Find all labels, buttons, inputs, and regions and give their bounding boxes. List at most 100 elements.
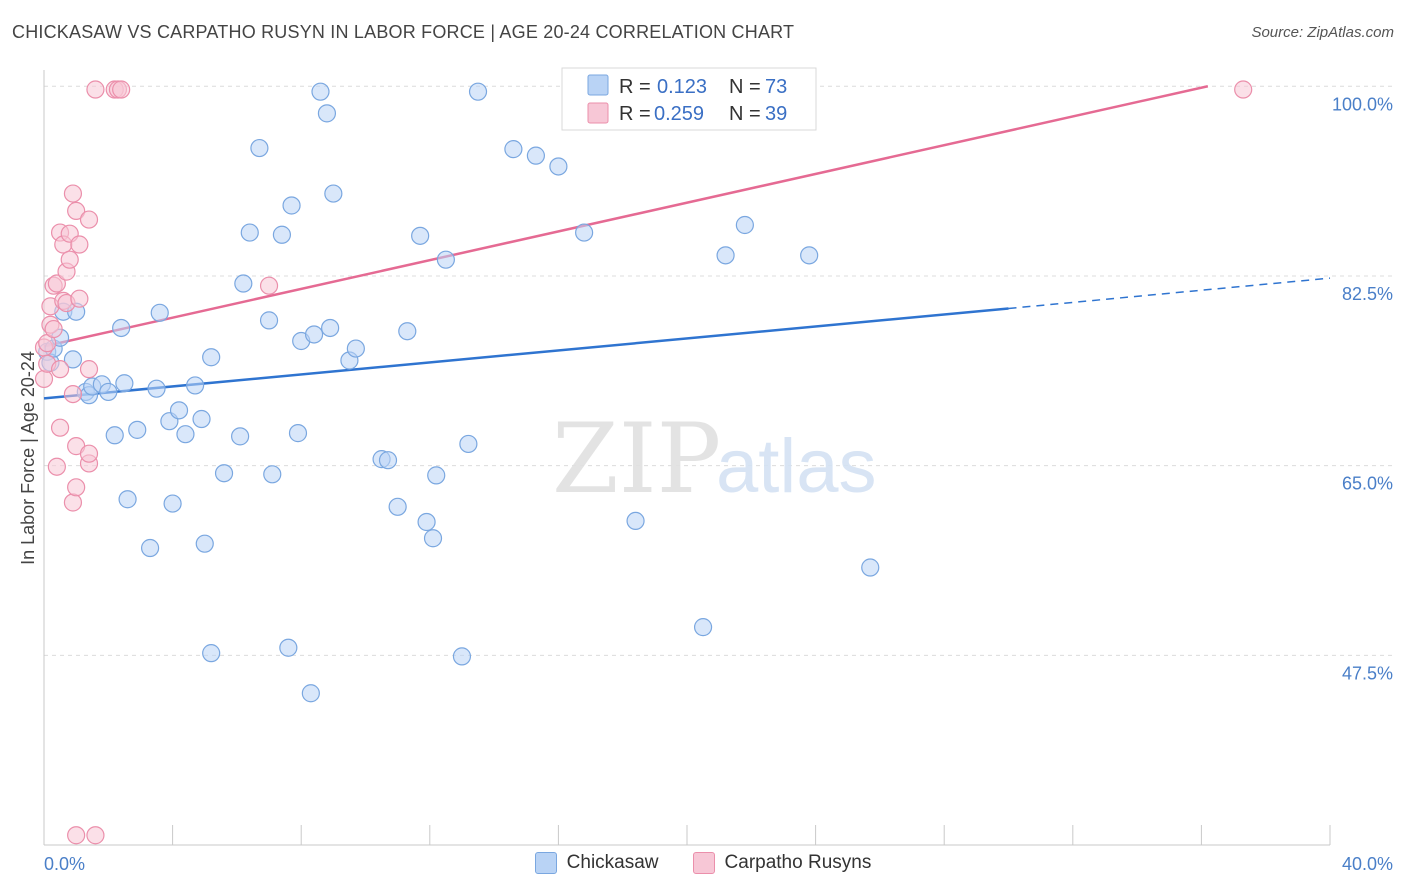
data-point-blue [423,529,443,548]
data-point-blue [105,426,124,445]
stats-n-label-blue: N = [729,76,761,98]
y-tick-label: 82.5% [1342,284,1393,304]
y-tick-label: 47.5% [1342,663,1393,683]
data-point-pink [63,493,83,512]
stats-r-value-blue: 0.123 [657,76,707,98]
data-point-blue [195,534,214,553]
data-point-blue [250,138,269,158]
data-point-blue [192,409,211,429]
data-point-blue [259,311,279,330]
data-point-blue [800,246,819,265]
data-point-blue [282,196,301,215]
data-point-pink [112,80,131,99]
data-point-pink [70,289,89,308]
data-point-blue [112,318,131,338]
x-tick-label-max: 40.0% [1342,854,1393,874]
data-point-pink [50,418,70,437]
data-point-blue [63,350,83,369]
stats-legend: R = 0.123 N = 73 R = 0.259 N = 39 [561,67,817,131]
y-tick-label: 100.0% [1332,94,1393,114]
stats-legend-swatch-pink [587,102,609,124]
legend-swatch-carpatho-rusyns [692,852,715,874]
data-point-blue [176,425,195,444]
x-tick-label-min: 0.0% [44,854,85,874]
data-point-blue [272,225,292,244]
data-point-pink [67,201,86,221]
data-point-blue [716,246,735,265]
data-point-pink [86,80,105,99]
watermark: ZIP atlas [552,403,877,515]
data-point-blue [169,401,189,420]
data-point-blue [436,250,455,269]
data-point-blue [231,427,250,446]
data-point-blue [427,466,446,485]
data-point-pink [67,478,86,497]
data-point-blue [301,684,320,703]
x-tick-marks [43,825,1331,845]
data-point-pink [50,360,70,379]
data-point-pink [259,276,279,295]
data-point-pink [60,250,79,269]
data-point-blue [186,376,205,395]
stats-n-label-pink: N = [729,103,761,125]
data-point-blue [693,618,713,637]
data-point-pink [79,360,99,379]
data-point-blue [147,379,166,398]
data-point-blue [163,494,182,513]
data-point-blue [575,223,594,242]
data-point-blue [214,464,234,483]
data-point-blue [317,104,337,123]
data-point-blue [861,558,880,577]
trend-lines [43,85,1331,400]
data-point-blue [99,382,118,402]
data-point-pink [47,274,66,293]
data-point-pink [63,184,83,203]
data-point-blue [626,511,645,531]
data-point-blue [452,647,472,666]
stats-r-value-pink: 0.259 [654,103,704,125]
data-point-pink [1234,80,1253,99]
data-point-blue [398,322,417,341]
stats-r-label-blue: R = [619,76,651,98]
data-point-blue [240,223,259,242]
data-point-blue [526,146,545,165]
legend-item-carpatho-rusyns: Carpatho Rusyns [692,852,872,874]
trend-line-blue [43,307,1009,400]
data-points [34,80,1253,845]
chart-title: CHICKASAW VS CARPATHO RUSYN IN LABOR FOR… [12,22,795,42]
legend-item-chickasaw: Chickasaw [534,852,659,874]
series-legend: Chickasaw Carpatho Rusyns [0,852,1406,874]
data-point-blue [128,420,147,439]
data-point-pink [70,235,89,254]
data-point-blue [279,638,298,657]
data-point-blue [140,538,160,558]
data-point-blue [304,325,324,344]
data-point-pink [47,457,66,476]
y-tick-labels: 47.5% 65.0% 82.5% 100.0% [1332,94,1393,683]
data-point-blue [324,184,343,203]
data-point-blue [311,82,330,101]
data-point-blue [468,82,488,101]
stats-r-label-pink: R = [619,103,651,125]
stats-n-value-pink: 39 [765,103,787,125]
grid-lines [44,85,1394,656]
source-credit: Source: ZipAtlas.com [1251,24,1394,41]
data-point-pink [67,826,86,845]
data-point-pink [79,210,99,229]
data-point-blue [459,434,478,454]
data-point-blue [150,303,169,322]
watermark-zip: ZIP [552,403,721,515]
data-point-blue [411,226,430,245]
data-point-blue [417,512,436,532]
data-point-blue [321,318,340,338]
data-point-blue [234,274,253,293]
legend-swatch-chickasaw [534,852,557,874]
stats-n-value-blue: 73 [765,76,787,98]
legend-label-carpatho-rusyns: Carpatho Rusyns [724,852,872,873]
data-point-blue [549,157,568,176]
data-point-blue [118,490,137,509]
y-tick-label: 65.0% [1342,474,1393,494]
trend-line-extension-blue [1008,277,1331,310]
data-point-blue [115,374,134,393]
